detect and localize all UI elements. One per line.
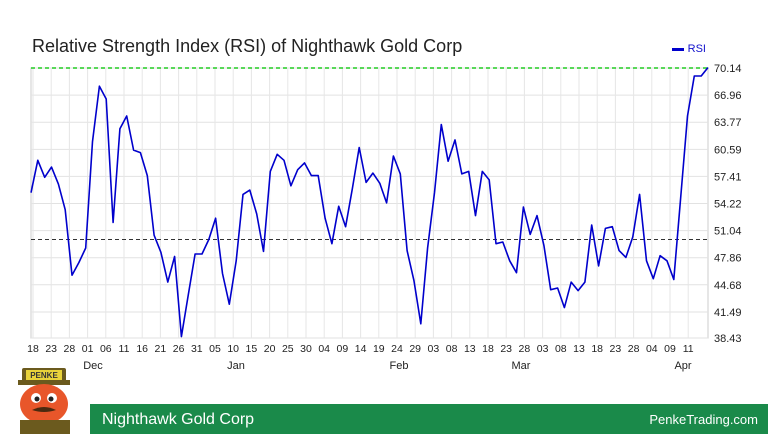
x-month-label: Jan [227,360,245,372]
x-tick-label: 06 [100,343,112,355]
x-tick-label: 16 [136,343,148,355]
svg-text:PENKE: PENKE [30,371,58,380]
x-tick-label: 26 [173,343,185,355]
legend-label-rsi: RSI [687,43,706,55]
y-tick-label: 38.43 [714,333,742,345]
x-tick-label: 31 [191,343,203,355]
x-tick-label: 05 [209,343,221,355]
y-tick-label: 70.14 [714,63,742,75]
x-month-label: Feb [390,360,409,372]
footer-company-name: Nighthawk Gold Corp [102,411,255,428]
x-month-label: Apr [674,360,691,372]
plot-frame [30,67,709,339]
footer-bar: Nighthawk Gold Corp PenkeTrading.com [90,404,768,434]
x-tick-label: 08 [446,343,458,355]
y-tick-label: 66.96 [714,90,742,102]
x-tick-label: 23 [610,343,622,355]
x-tick-label: 15 [246,343,258,355]
x-tick-label: 04 [646,343,658,355]
series-line-rsi [30,67,709,338]
x-tick-label: 18 [591,343,603,355]
x-tick-label: 11 [119,343,130,355]
legend-swatch [671,47,684,51]
penke-mascot-logo: PENKE [18,368,70,434]
y-tick-label: 63.77 [714,117,742,129]
x-tick-label: 13 [464,343,476,355]
x-tick-label: 10 [227,343,239,355]
x-tick-label: 20 [264,343,276,355]
x-tick-label: 03 [537,343,549,355]
x-tick-label: 14 [355,343,367,355]
x-tick-label: 23 [500,343,512,355]
x-tick-label: 28 [519,343,531,355]
x-tick-label: 24 [391,343,403,355]
x-tick-label: 08 [555,343,567,355]
y-tick-label: 41.49 [714,307,742,319]
y-tick-label: 60.59 [714,144,742,156]
x-tick-label: 18 [482,343,494,355]
y-tick-label: 44.68 [714,280,742,292]
x-tick-label: 28 [64,343,76,355]
x-tick-label: 09 [664,343,676,355]
y-tick-label: 54.22 [714,199,742,211]
x-tick-label: 21 [155,343,167,355]
x-tick-label: 13 [573,343,585,355]
y-tick-label: 47.86 [714,253,742,265]
x-tick-label: 03 [428,343,440,355]
y-tick-label: 57.41 [714,171,742,183]
x-tick-label: 19 [373,343,385,355]
x-tick-label: 25 [282,343,294,355]
chart-title: Relative Strength Index (RSI) of Nightha… [32,36,463,56]
x-tick-label: 04 [318,343,330,355]
x-tick-label: 01 [82,343,94,355]
x-month-label: Dec [83,360,103,372]
chart-legend: RSI [671,43,706,55]
x-month-label: Mar [512,360,531,372]
x-tick-label: 09 [337,343,349,355]
footer-site-link[interactable]: PenkeTrading.com [649,412,758,427]
x-tick-label: 30 [300,343,312,355]
rsi-chart: 70.14 66.96 63.77 60.59 57.41 54.22 51.04 47.86… [27,63,742,372]
y-tick-label: 51.04 [714,226,742,238]
x-tick-label: 28 [628,343,640,355]
x-tick-label: 11 [683,343,694,355]
x-tick-label: 23 [45,343,57,355]
x-tick-label: 18 [27,343,39,355]
x-tick-label: 29 [409,343,421,355]
